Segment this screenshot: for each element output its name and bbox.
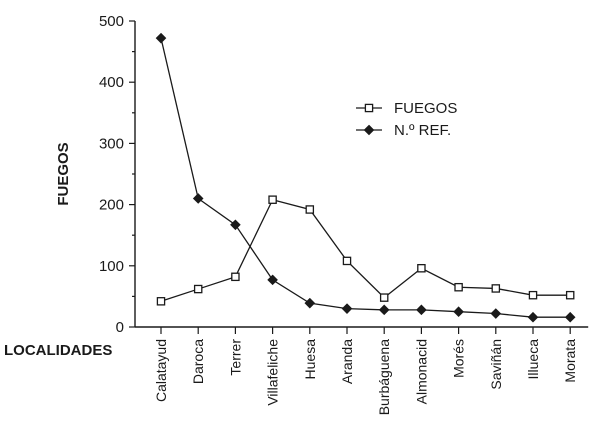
legend-label-n-ref: N.º REF.	[394, 122, 451, 139]
data-point-fuegos	[268, 195, 277, 204]
data-point-n-ref	[304, 297, 316, 309]
legend-label-fuegos: FUEGOS	[394, 100, 457, 117]
series-line-n-ref	[160, 37, 571, 318]
data-point-n-ref	[564, 311, 576, 323]
legend-item-fuegos: FUEGOS	[356, 100, 457, 117]
x-category-label: Villafeliche	[265, 339, 281, 406]
data-point-n-ref	[527, 311, 539, 323]
x-category-label: Morés	[451, 339, 467, 378]
legend-item-n-ref: N.º REF.	[356, 122, 451, 139]
x-category-label: Huesa	[302, 339, 318, 380]
y-tick-label: 200	[99, 197, 124, 214]
data-point-n-ref	[453, 306, 464, 318]
data-point-fuegos	[417, 263, 426, 273]
data-point-fuegos	[454, 282, 463, 292]
x-category-label: Aranda	[339, 339, 355, 384]
data-point-n-ref	[341, 303, 353, 314]
legend-square-marker-icon	[364, 103, 374, 113]
data-point-fuegos	[491, 284, 501, 293]
y-axis-title: FUEGOS	[55, 142, 72, 205]
series-layer	[155, 32, 576, 323]
x-category-label: Terrer	[227, 339, 243, 376]
data-point-fuegos	[156, 297, 166, 306]
x-category-label: Almonacid	[413, 339, 429, 404]
x-category-label: Saviñán	[488, 339, 504, 390]
x-category-label: Morata	[562, 339, 578, 383]
data-point-n-ref	[230, 219, 241, 231]
y-tick-label: 100	[99, 258, 124, 275]
y-tick-label: 0	[116, 319, 124, 336]
x-category-label: Burbáguena	[376, 339, 392, 416]
data-point-n-ref	[267, 274, 278, 286]
data-point-fuegos	[231, 272, 240, 282]
data-point-fuegos	[379, 293, 389, 302]
data-point-fuegos	[528, 290, 538, 300]
series-line-fuegos	[160, 198, 571, 302]
data-point-n-ref	[155, 32, 167, 44]
x-category-label: Calatayud	[153, 339, 169, 402]
y-tick-label: 400	[99, 74, 124, 91]
data-point-fuegos	[342, 256, 352, 266]
data-point-fuegos	[305, 205, 315, 214]
y-tick-label: 300	[99, 135, 124, 152]
y-ticks: 0 100 200 300 400 500	[99, 13, 135, 336]
legend: FUEGOS N.º REF.	[356, 100, 457, 139]
data-point-n-ref	[416, 304, 427, 316]
y-tick-label: 500	[99, 13, 124, 30]
data-point-fuegos	[565, 290, 575, 300]
data-point-fuegos	[193, 284, 203, 294]
x-category-label: Illueca	[525, 339, 541, 380]
data-point-n-ref	[378, 304, 390, 316]
x-ticks: Calatayud Daroca Terrer Villafeliche Huesa Ar…	[153, 327, 578, 415]
data-point-n-ref	[490, 308, 502, 319]
x-category-label: Daroca	[190, 339, 206, 384]
x-axis-title: LOCALIDADES	[4, 342, 112, 359]
legend-diamond-marker-icon	[363, 124, 375, 136]
axes	[134, 21, 589, 328]
data-point-n-ref	[192, 193, 204, 204]
